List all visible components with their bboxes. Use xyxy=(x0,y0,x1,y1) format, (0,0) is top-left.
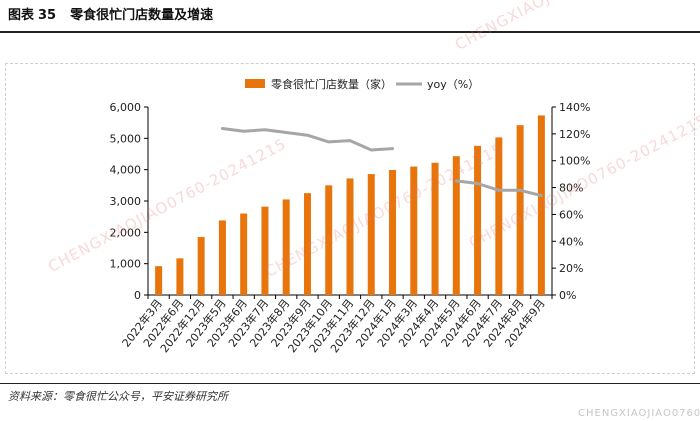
bar xyxy=(537,115,545,296)
y-right-tick-label: 0% xyxy=(559,289,576,302)
y-left-tick-label: 4,000 xyxy=(110,164,142,177)
figure-title-text: 零食很忙门店数量及增速 xyxy=(70,8,214,23)
yoy-line-segment xyxy=(220,127,394,152)
bar xyxy=(346,178,354,295)
bar xyxy=(452,156,460,295)
y-right-tick-label: 20% xyxy=(559,262,583,275)
bar xyxy=(240,213,248,295)
legend-swatch-bar xyxy=(245,79,265,88)
bar xyxy=(495,137,503,295)
y-left-tick-label: 6,000 xyxy=(110,101,142,114)
yoy-line-segment xyxy=(454,179,543,198)
bar xyxy=(389,169,397,295)
y-right-tick-label: 120% xyxy=(559,128,590,141)
y-right-tick-label: 40% xyxy=(559,235,583,248)
bar xyxy=(218,220,226,295)
legend-label-line: yoy（%） xyxy=(427,78,479,91)
figure-label: 图表 xyxy=(8,8,35,23)
y-left-tick-label: 0 xyxy=(134,289,141,302)
y-right-tick-label: 60% xyxy=(559,208,583,221)
chart-panel xyxy=(5,63,695,374)
figure-title: 图表 35 零食很忙门店数量及增速 xyxy=(8,4,213,23)
y-right-tick-label: 140% xyxy=(559,101,590,114)
y-left-tick-label: 3,000 xyxy=(110,195,142,208)
bar xyxy=(155,266,163,295)
figure-number: 35 xyxy=(38,8,57,23)
bar xyxy=(431,162,439,295)
bar xyxy=(516,125,524,295)
y-right-tick-label: 80% xyxy=(559,182,583,195)
bar xyxy=(325,185,333,295)
bar xyxy=(303,193,311,295)
y-left-tick-label: 5,000 xyxy=(110,132,142,145)
bar xyxy=(367,174,375,295)
bar xyxy=(282,199,290,295)
bar xyxy=(197,237,205,295)
bar xyxy=(410,166,418,295)
legend-label-bar: 零食很忙门店数量（家） xyxy=(271,77,392,91)
watermark: CHENGXIAOJIAO0760 xyxy=(578,408,700,419)
bar xyxy=(176,258,184,295)
top-rule xyxy=(0,31,700,33)
source-note: 资料来源：零食很忙公众号，平安证券研究所 xyxy=(8,390,228,403)
bottom-rule xyxy=(0,383,700,384)
y-left-tick-label: 2,000 xyxy=(110,226,142,239)
bar xyxy=(474,145,482,295)
y-left-tick-label: 1,000 xyxy=(110,258,142,271)
bar xyxy=(261,206,269,295)
y-right-tick-label: 100% xyxy=(559,155,590,168)
